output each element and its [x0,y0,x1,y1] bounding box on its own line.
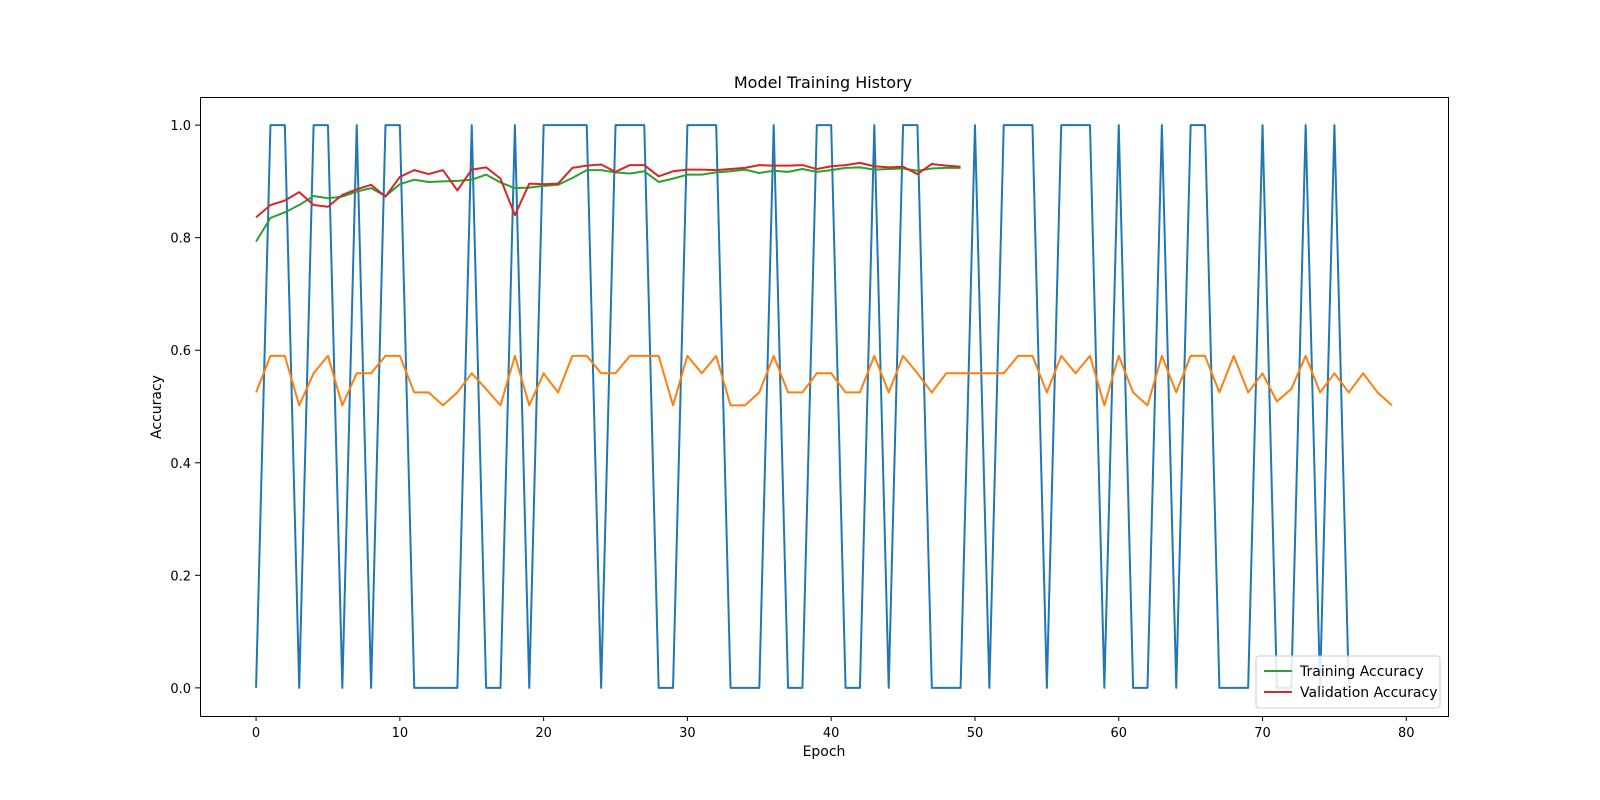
x-tick-label-30: 30 [679,726,696,741]
x-tick-label-40: 40 [823,726,840,741]
x-tick-label-60: 60 [1110,726,1127,741]
legend-label-validation-accuracy: Validation Accuracy [1300,685,1438,701]
y-axis-label: Accuracy [149,375,165,439]
y-axis: 0.0 0.2 0.4 0.6 0.8 1.0 [170,119,200,697]
x-tick-label-20: 20 [535,726,552,741]
x-tick-label-70: 70 [1254,726,1271,741]
y-tick-label-0: 0.0 [170,682,191,697]
chart-title: Model Training History [734,73,912,92]
x-axis-label: Epoch [803,744,846,760]
x-tick-label-0: 0 [252,726,260,741]
x-axis: 0 10 20 30 40 50 60 70 80 [252,716,1415,741]
y-tick-label-3: 0.6 [170,344,191,359]
y-tick-label-1: 0.2 [170,569,191,584]
y-tick-label-2: 0.4 [170,457,191,472]
x-tick-label-80: 80 [1398,726,1415,741]
y-tick-label-5: 1.0 [170,119,191,134]
legend-label-training-accuracy: Training Accuracy [1299,664,1424,680]
legend: Training Accuracy Validation Accuracy [1255,655,1441,709]
x-tick-label-10: 10 [392,726,409,741]
legend-box [1255,655,1441,709]
x-tick-label-50: 50 [967,726,984,741]
validation-accuracy-line [255,161,961,219]
plot-frame [200,97,1449,717]
series-2-line [255,354,1393,407]
training-accuracy-line [255,166,961,243]
y-tick-label-4: 0.8 [170,232,191,247]
series-layer [255,124,1393,689]
series-1-line [255,124,1350,689]
plot-area [200,97,1449,717]
